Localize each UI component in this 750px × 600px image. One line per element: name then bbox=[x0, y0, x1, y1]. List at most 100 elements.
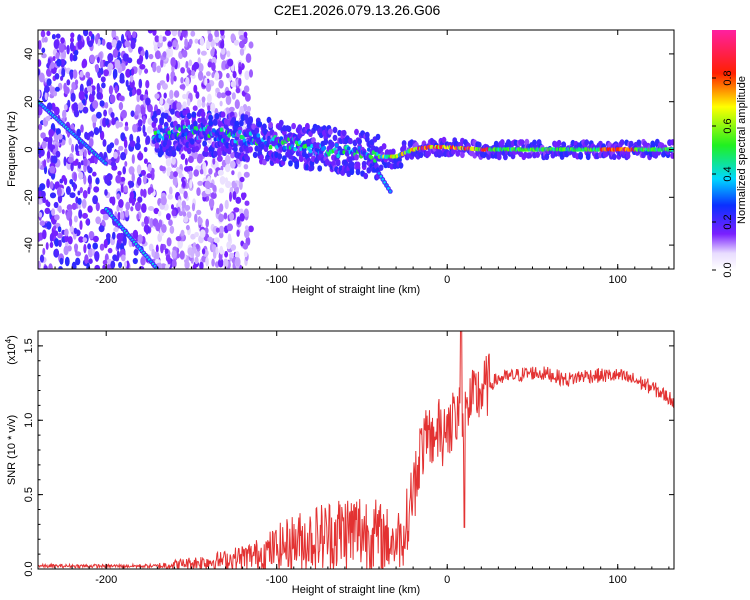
noise-cell bbox=[199, 229, 206, 239]
noise-cell bbox=[192, 105, 198, 111]
noise-cell bbox=[166, 213, 171, 221]
track-halo-cell bbox=[584, 139, 590, 146]
noise-cell bbox=[88, 31, 93, 37]
noise-cell bbox=[79, 71, 84, 78]
noise-cell bbox=[235, 87, 241, 94]
noise-cell bbox=[186, 211, 192, 219]
noise-cell bbox=[70, 92, 76, 103]
noise-cell bbox=[196, 153, 203, 164]
noise-cell bbox=[205, 218, 209, 228]
noise-cell bbox=[121, 33, 125, 44]
noise-cell bbox=[38, 198, 43, 205]
noise-cell bbox=[46, 201, 51, 208]
noise-cell bbox=[57, 226, 62, 233]
noise-cell bbox=[173, 90, 180, 98]
noise-cell bbox=[131, 172, 135, 183]
noise-cell bbox=[98, 225, 105, 233]
noise-cell bbox=[150, 170, 155, 181]
noise-cell bbox=[226, 72, 230, 79]
noise-cell bbox=[210, 192, 217, 199]
noise-cell bbox=[95, 216, 102, 225]
track-halo-cell bbox=[291, 122, 296, 130]
noise-cell bbox=[66, 79, 71, 86]
track-halo-cell bbox=[248, 146, 254, 153]
noise-cell bbox=[230, 152, 235, 159]
noise-cell bbox=[54, 73, 60, 80]
noise-cell bbox=[129, 181, 135, 188]
noise-cell bbox=[213, 237, 220, 244]
track-halo-cell bbox=[650, 140, 656, 147]
track-core-cell bbox=[153, 130, 158, 136]
noise-cell bbox=[70, 162, 74, 172]
noise-cell bbox=[214, 36, 220, 43]
noise-cell bbox=[143, 216, 149, 226]
noise-cell bbox=[53, 201, 59, 209]
track-core-cell bbox=[282, 145, 287, 150]
noise-cell bbox=[53, 39, 60, 50]
noise-cell bbox=[134, 110, 139, 116]
track-halo-cell bbox=[348, 137, 353, 145]
noise-cell bbox=[109, 142, 115, 149]
noise-cell bbox=[197, 99, 202, 108]
noise-cell bbox=[161, 36, 167, 42]
noise-cell bbox=[130, 206, 134, 212]
noise-cell bbox=[188, 170, 193, 180]
noise-cell bbox=[72, 102, 79, 113]
noise-cell bbox=[225, 90, 232, 96]
noise-cell bbox=[63, 245, 69, 256]
noise-cell bbox=[88, 131, 95, 137]
noise-cell bbox=[137, 119, 143, 127]
noise-cell bbox=[220, 47, 226, 55]
noise-cell bbox=[143, 158, 148, 164]
branch-core bbox=[381, 178, 385, 181]
noise-cell bbox=[93, 127, 100, 136]
noise-cell bbox=[127, 32, 132, 39]
noise-cell bbox=[156, 65, 162, 74]
noise-cell bbox=[132, 229, 139, 239]
noise-cell bbox=[82, 106, 89, 114]
noise-cell bbox=[95, 64, 100, 73]
noise-cell bbox=[213, 172, 218, 178]
spectrogram-ytick-label: 20 bbox=[23, 96, 35, 108]
noise-cell bbox=[129, 191, 135, 200]
track-halo-cell bbox=[381, 143, 387, 150]
track-halo-cell bbox=[332, 134, 338, 142]
noise-cell bbox=[248, 41, 254, 49]
noise-cell bbox=[182, 101, 187, 109]
noise-cell bbox=[135, 201, 141, 212]
noise-cell bbox=[159, 166, 166, 172]
track-halo-cell bbox=[286, 125, 292, 133]
noise-cell bbox=[60, 37, 65, 44]
noise-cell bbox=[122, 235, 127, 246]
noise-cell bbox=[133, 248, 139, 256]
noise-cell bbox=[52, 225, 57, 231]
noise-cell bbox=[230, 244, 237, 251]
noise-cell bbox=[80, 124, 84, 133]
noise-cell bbox=[58, 266, 63, 269]
noise-cell bbox=[154, 93, 160, 99]
noise-cell bbox=[113, 227, 119, 232]
spectrogram-ytick-label: 40 bbox=[23, 48, 35, 60]
track-halo-cell bbox=[335, 159, 341, 167]
noise-cell bbox=[185, 76, 190, 87]
noise-cell bbox=[51, 208, 56, 216]
noise-cell bbox=[179, 84, 186, 90]
noise-cell bbox=[118, 95, 125, 102]
noise-cell bbox=[42, 229, 47, 240]
noise-cell bbox=[110, 161, 117, 167]
noise-cell bbox=[40, 30, 46, 38]
noise-cell bbox=[118, 102, 124, 111]
noise-cell bbox=[54, 214, 60, 221]
noise-cell bbox=[44, 36, 48, 43]
noise-cell bbox=[215, 227, 220, 233]
noise-cell bbox=[137, 126, 142, 132]
noise-cell bbox=[229, 160, 236, 169]
noise-cell bbox=[172, 101, 177, 111]
noise-cell bbox=[105, 118, 110, 126]
noise-cell bbox=[194, 38, 199, 44]
noise-cell bbox=[124, 261, 128, 268]
noise-cell bbox=[205, 82, 212, 92]
noise-cell bbox=[239, 176, 245, 183]
noise-cell bbox=[226, 241, 232, 250]
track-halo-cell bbox=[519, 139, 525, 146]
